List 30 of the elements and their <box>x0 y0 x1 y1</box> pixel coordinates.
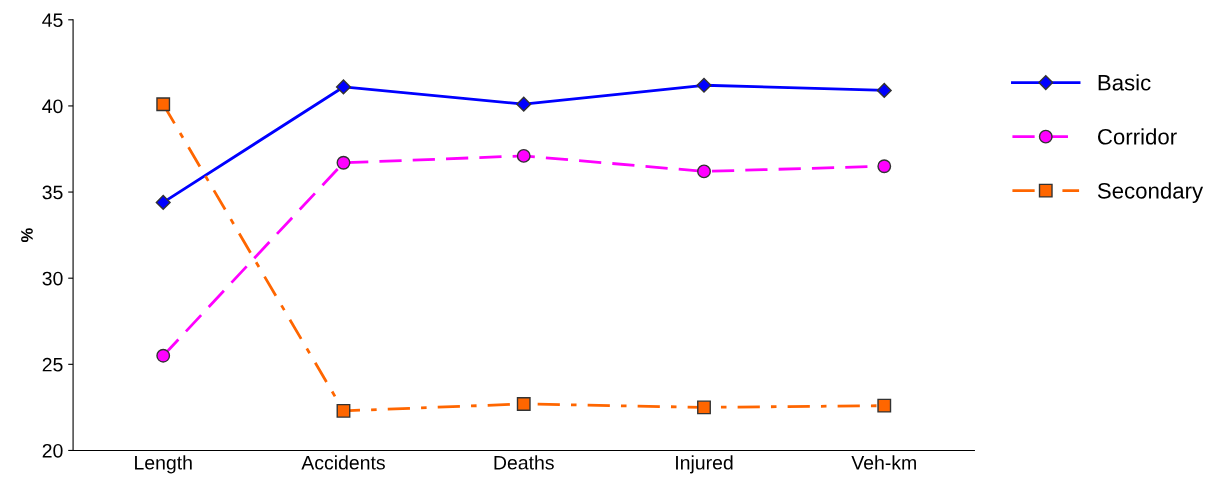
point <box>516 148 531 163</box>
point <box>876 82 892 98</box>
point <box>156 97 171 112</box>
y-tick-label: 45 <box>42 13 63 28</box>
point <box>516 96 532 112</box>
y-tick-label: 40 <box>42 99 63 114</box>
point <box>877 398 892 413</box>
point <box>516 396 531 411</box>
x-tick-label: Deaths <box>494 455 554 470</box>
legend-label: Corridor <box>1098 128 1177 145</box>
point <box>696 77 712 93</box>
point <box>156 348 171 363</box>
x-tick-label: Accidents <box>301 455 385 470</box>
y-axis-title: % <box>21 228 33 243</box>
point <box>336 155 351 170</box>
x-tick-label: Injured <box>676 455 733 474</box>
x-tick-label: Length <box>135 455 192 474</box>
y-tick-label: 25 <box>42 357 63 372</box>
y-tick-label: 30 <box>42 271 63 286</box>
y-tick-label: 20 <box>42 443 63 458</box>
point <box>877 159 892 174</box>
legend-label: Basic <box>1098 74 1151 91</box>
y-tick-label: 35 <box>42 185 63 200</box>
point <box>697 164 711 179</box>
point <box>155 194 171 210</box>
x-tick-label: Veh-km <box>851 455 916 470</box>
point <box>335 79 352 95</box>
legend-label: Secondary <box>1097 182 1204 204</box>
point <box>336 403 351 418</box>
point <box>697 400 711 415</box>
